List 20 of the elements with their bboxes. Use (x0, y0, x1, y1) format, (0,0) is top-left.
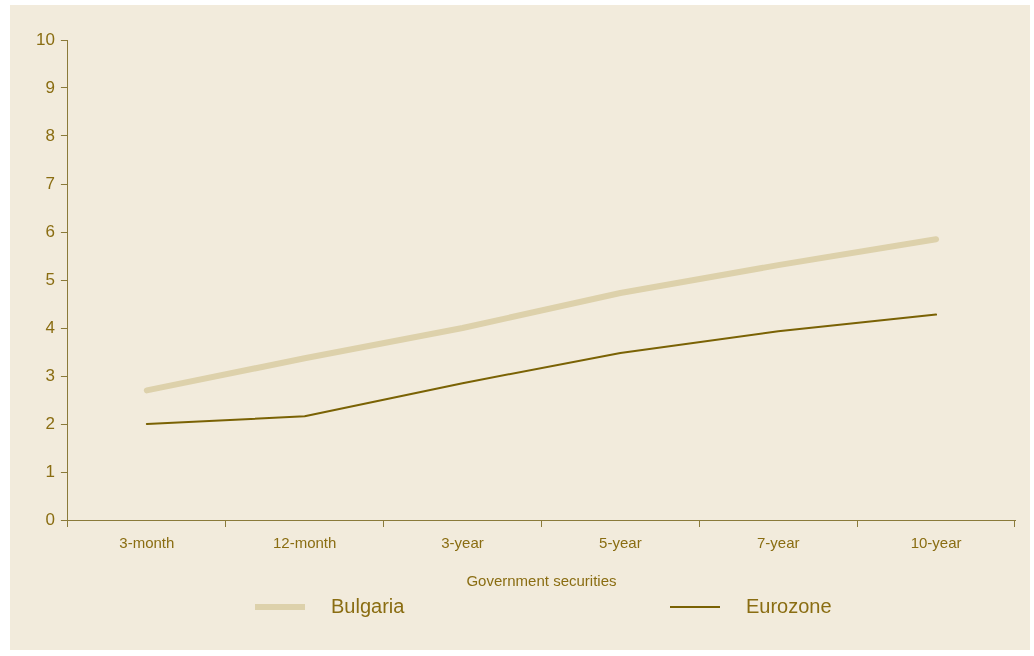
x-tick-label: 5-year (599, 534, 642, 552)
y-tick-label: 3 (45, 365, 55, 385)
y-tick-label: 7 (45, 173, 55, 193)
y-tick-label: 9 (45, 77, 55, 97)
legend-label: Bulgaria (331, 595, 405, 618)
x-tick-label: 3-year (441, 534, 484, 552)
x-tick-label: 3-month (119, 534, 175, 552)
x-axis-title: Government securities (466, 572, 617, 590)
y-tick-label: 8 (45, 125, 55, 145)
legend-label: Eurozone (746, 595, 832, 618)
y-tick-label: 10 (35, 29, 55, 49)
x-tick-label: 10-year (910, 534, 962, 552)
y-tick-label: 4 (45, 317, 55, 337)
y-tick-label: 5 (45, 269, 55, 289)
y-tick-label: 1 (45, 461, 55, 481)
x-tick-label: 12-month (272, 534, 337, 552)
y-tick-label: 2 (45, 413, 55, 433)
y-tick-label: 6 (45, 221, 55, 241)
y-tick-label: 0 (45, 509, 55, 529)
x-tick-label: 7-year (756, 534, 800, 552)
